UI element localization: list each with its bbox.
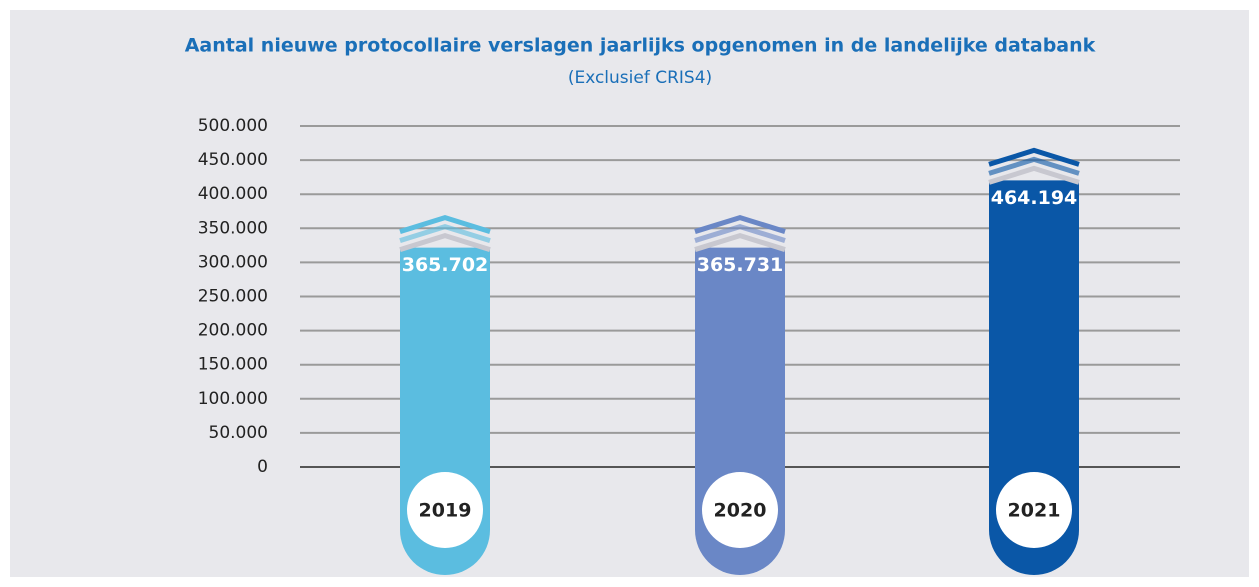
chevron bbox=[988, 165, 1080, 185]
y-tick-label: 300.000 bbox=[198, 252, 268, 272]
chevron bbox=[988, 147, 1080, 167]
y-tick-label: 250.000 bbox=[198, 287, 268, 307]
year-badge bbox=[407, 472, 483, 548]
bar-body bbox=[989, 180, 1079, 576]
value-label: 365.702 bbox=[402, 254, 489, 276]
chevron bbox=[694, 214, 786, 234]
y-tick-label: 200.000 bbox=[198, 321, 268, 341]
value-label: 464.194 bbox=[991, 187, 1078, 209]
chevron bbox=[694, 232, 786, 252]
chevron bbox=[399, 223, 491, 243]
x-tick-label: 2019 bbox=[419, 500, 472, 522]
chart-title: Aantal nieuwe protocollaire verslagen ja… bbox=[185, 35, 1096, 57]
y-tick-label: 50.000 bbox=[209, 423, 268, 443]
bar bbox=[988, 147, 1080, 576]
y-tick-label: 0 bbox=[257, 457, 268, 477]
y-tick-label: 100.000 bbox=[198, 389, 268, 409]
chevron bbox=[399, 214, 491, 234]
year-badge bbox=[702, 472, 778, 548]
y-tick-label: 450.000 bbox=[198, 150, 268, 170]
chevron bbox=[399, 232, 491, 252]
year-badge bbox=[996, 472, 1072, 548]
chevron bbox=[694, 223, 786, 243]
x-tick-label: 2020 bbox=[714, 500, 767, 522]
y-tick-label: 500.000 bbox=[198, 116, 268, 136]
chevron bbox=[988, 156, 1080, 176]
x-tick-label: 2021 bbox=[1008, 500, 1061, 522]
y-tick-label: 400.000 bbox=[198, 184, 268, 204]
value-label: 365.731 bbox=[697, 254, 784, 276]
y-tick-label: 350.000 bbox=[198, 218, 268, 238]
chart-subtitle: (Exclusief CRIS4) bbox=[568, 68, 712, 88]
y-tick-label: 150.000 bbox=[198, 355, 268, 375]
